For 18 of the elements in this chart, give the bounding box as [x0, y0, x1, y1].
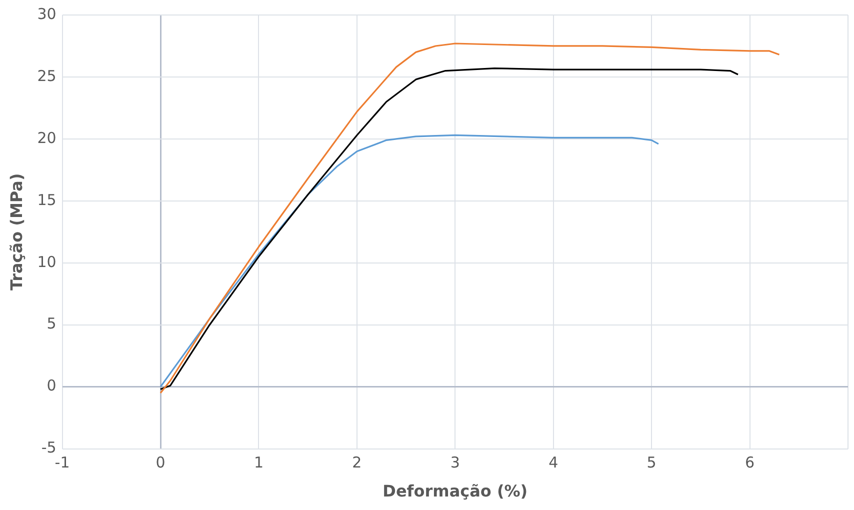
y-tick-label: 15	[37, 190, 56, 209]
y-tick-label: 25	[37, 66, 56, 85]
y-tick-label: 5	[46, 314, 56, 333]
x-axis-title: Deformação (%)	[382, 482, 528, 501]
x-tick-label: 2	[352, 454, 362, 472]
x-tick-label: 3	[450, 454, 460, 472]
x-tick-label: 0	[156, 454, 166, 472]
y-tick-label: 30	[37, 4, 56, 23]
y-tick-label: 0	[46, 376, 56, 395]
y-tick-label: 20	[37, 128, 56, 147]
x-tick-label: 4	[548, 454, 558, 472]
x-tick-label: 5	[646, 454, 656, 472]
x-tick-label: 1	[254, 454, 264, 472]
y-tick-label: -5	[41, 438, 56, 457]
y-axis-title: Tração (MPa)	[6, 173, 26, 291]
x-tick-label: -1	[54, 454, 70, 472]
y-tick-label: 10	[37, 252, 56, 271]
x-tick-label: 6	[745, 454, 755, 472]
